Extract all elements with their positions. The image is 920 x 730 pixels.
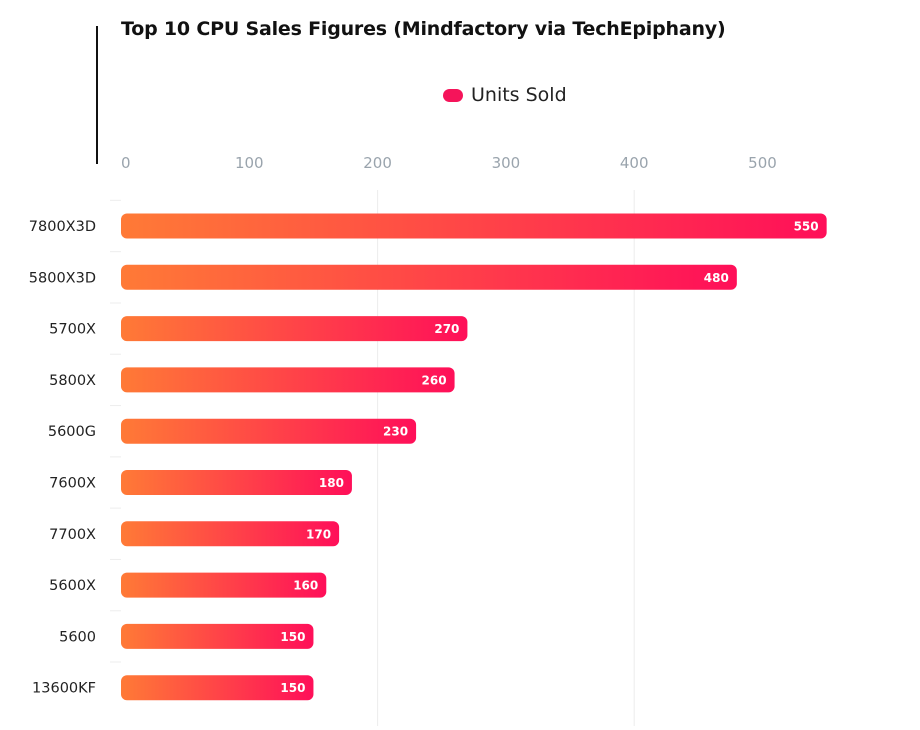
bar[interactable] [121,264,737,290]
bar-value-label: 150 [280,681,305,695]
legend-label: Units Sold [471,84,567,106]
category-label: 5600G [48,424,96,440]
bar[interactable] [121,418,417,444]
bar[interactable] [121,316,468,342]
bar-value-label: 180 [319,476,344,490]
bar-value-label: 480 [704,271,729,285]
x-tick-label: 300 [492,154,521,172]
category-label: 13600KF [32,681,96,697]
category-label: 7600X [49,476,96,492]
bar[interactable] [121,572,327,598]
bar-value-label: 150 [280,630,305,644]
legend[interactable]: Units Sold [443,84,567,106]
chart-title: Top 10 CPU Sales Figures (Mindfactory vi… [121,18,726,40]
category-label: 7800X3D [29,219,96,235]
bar-value-label: 160 [293,579,318,593]
x-tick-label: 0 [121,154,131,172]
title-accent-bar [96,26,98,164]
legend-swatch [443,88,463,102]
bar-value-label: 270 [434,322,459,336]
bar[interactable] [121,623,314,649]
bar[interactable] [121,675,314,701]
x-tick-label: 200 [363,154,392,172]
bar[interactable] [121,521,340,547]
x-tick-label: 100 [235,154,264,172]
bar[interactable] [121,367,455,393]
category-label: 5600 [59,629,96,645]
bar[interactable] [121,470,352,495]
category-label: 5700X [49,322,96,338]
bar-value-label: 230 [383,425,408,439]
category-label: 5800X3D [29,270,96,286]
bar[interactable] [121,213,827,239]
x-tick-label: 400 [620,154,649,172]
category-label: 5600X [49,578,96,594]
bar-value-label: 170 [306,527,331,541]
category-label: 5800X [49,373,96,389]
x-tick-label: 500 [748,154,777,172]
category-label: 7700X [49,527,96,543]
bar-value-label: 550 [794,220,819,234]
bar-value-label: 260 [422,373,447,387]
